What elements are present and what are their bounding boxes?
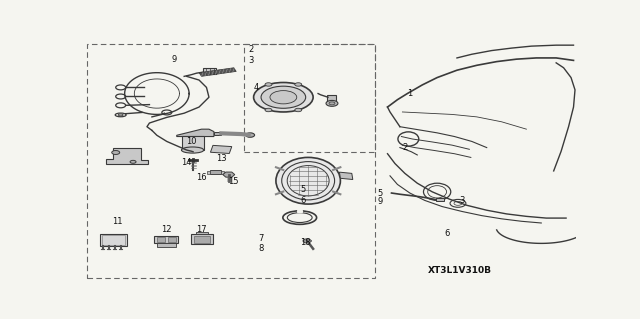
Polygon shape — [210, 170, 221, 174]
Circle shape — [130, 160, 136, 163]
Text: 15: 15 — [228, 177, 239, 187]
Text: 13: 13 — [216, 154, 227, 163]
Ellipse shape — [181, 147, 204, 153]
Circle shape — [253, 83, 313, 112]
Circle shape — [326, 100, 338, 106]
Bar — [244, 44, 375, 152]
Circle shape — [261, 86, 306, 108]
Polygon shape — [211, 145, 232, 153]
Text: 6: 6 — [444, 229, 450, 238]
Text: 7: 7 — [259, 234, 264, 243]
Polygon shape — [436, 198, 444, 201]
Polygon shape — [157, 243, 176, 247]
Bar — [88, 44, 375, 278]
Text: 2: 2 — [248, 45, 253, 54]
Polygon shape — [100, 234, 127, 246]
Text: 12: 12 — [161, 225, 172, 234]
Circle shape — [270, 91, 297, 104]
Text: 4: 4 — [253, 83, 259, 92]
Text: 11: 11 — [112, 217, 122, 226]
Polygon shape — [221, 171, 224, 174]
Polygon shape — [191, 234, 213, 244]
Text: 16: 16 — [196, 173, 207, 182]
Polygon shape — [196, 232, 208, 234]
Circle shape — [329, 102, 335, 105]
Text: 2: 2 — [403, 143, 408, 152]
Polygon shape — [106, 148, 148, 164]
Text: 3: 3 — [460, 196, 465, 205]
Circle shape — [265, 83, 272, 86]
Circle shape — [112, 151, 120, 154]
Text: 9: 9 — [378, 197, 383, 206]
Polygon shape — [339, 172, 353, 180]
Circle shape — [295, 108, 301, 112]
Text: 5: 5 — [301, 185, 306, 194]
Polygon shape — [223, 172, 235, 177]
Circle shape — [246, 133, 255, 137]
Polygon shape — [326, 95, 337, 102]
Polygon shape — [303, 239, 312, 243]
Polygon shape — [168, 236, 176, 242]
Circle shape — [265, 108, 272, 112]
Ellipse shape — [276, 157, 340, 204]
Text: 1: 1 — [407, 89, 412, 98]
Text: 17: 17 — [196, 225, 207, 234]
Text: 8: 8 — [259, 244, 264, 253]
Polygon shape — [193, 235, 210, 243]
Polygon shape — [297, 210, 302, 212]
Text: 6: 6 — [301, 196, 306, 205]
Text: XT3L1V310B: XT3L1V310B — [428, 266, 492, 275]
Circle shape — [295, 83, 301, 86]
Text: 5: 5 — [378, 189, 383, 197]
Polygon shape — [203, 68, 216, 74]
Text: 9: 9 — [172, 55, 177, 64]
Text: 18: 18 — [300, 238, 311, 247]
Polygon shape — [154, 235, 178, 243]
Text: 3: 3 — [248, 56, 254, 65]
Text: 10: 10 — [186, 137, 197, 146]
Text: 14: 14 — [181, 158, 192, 167]
Polygon shape — [157, 236, 165, 242]
Polygon shape — [207, 171, 210, 174]
Polygon shape — [214, 132, 221, 135]
Polygon shape — [182, 136, 204, 150]
Polygon shape — [177, 129, 214, 137]
Polygon shape — [199, 68, 236, 76]
